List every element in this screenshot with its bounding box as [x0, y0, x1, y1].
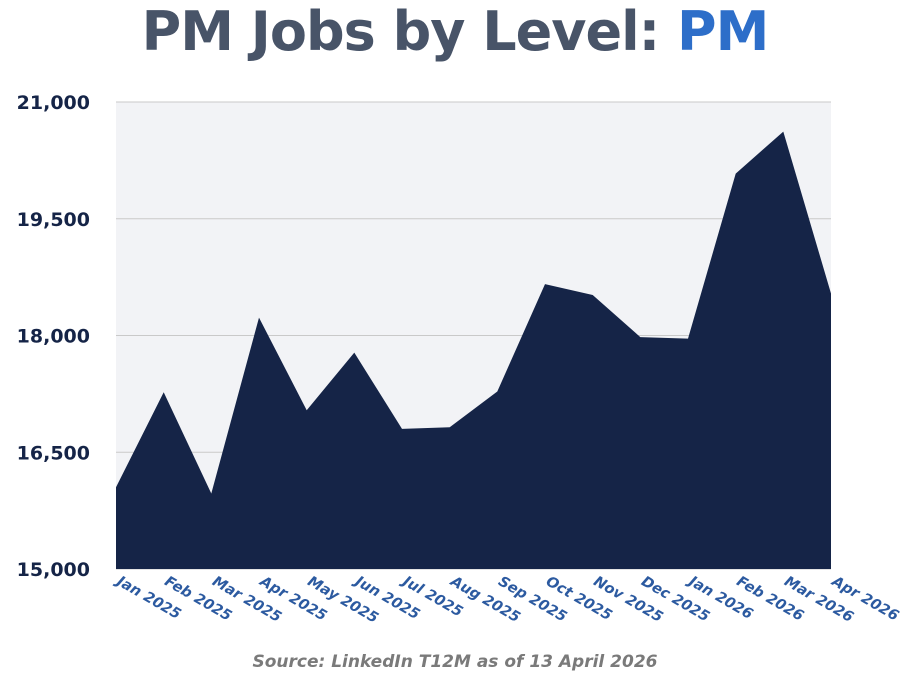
area-chart: 15,000 16,500 18,000 19,500 21,000 Jan 2025F… [17, 92, 902, 627]
y-tick-label: 19,500 [17, 209, 90, 231]
y-axis-ticks: 15,000 16,500 18,000 19,500 21,000 [17, 92, 90, 581]
chart-title-highlight: PM [677, 0, 769, 63]
y-tick-label: 15,000 [17, 559, 90, 581]
source-note: Source: LinkedIn T12M as of 13 April 202… [252, 652, 658, 672]
y-tick-label: 18,000 [17, 326, 90, 348]
chart-title: PM Jobs by Level: PM [0, 0, 910, 64]
chart-title-main: PM Jobs by Level: [141, 0, 677, 63]
y-tick-label: 21,000 [17, 92, 90, 114]
y-tick-label: 16,500 [17, 442, 90, 464]
series-area [116, 131, 831, 569]
